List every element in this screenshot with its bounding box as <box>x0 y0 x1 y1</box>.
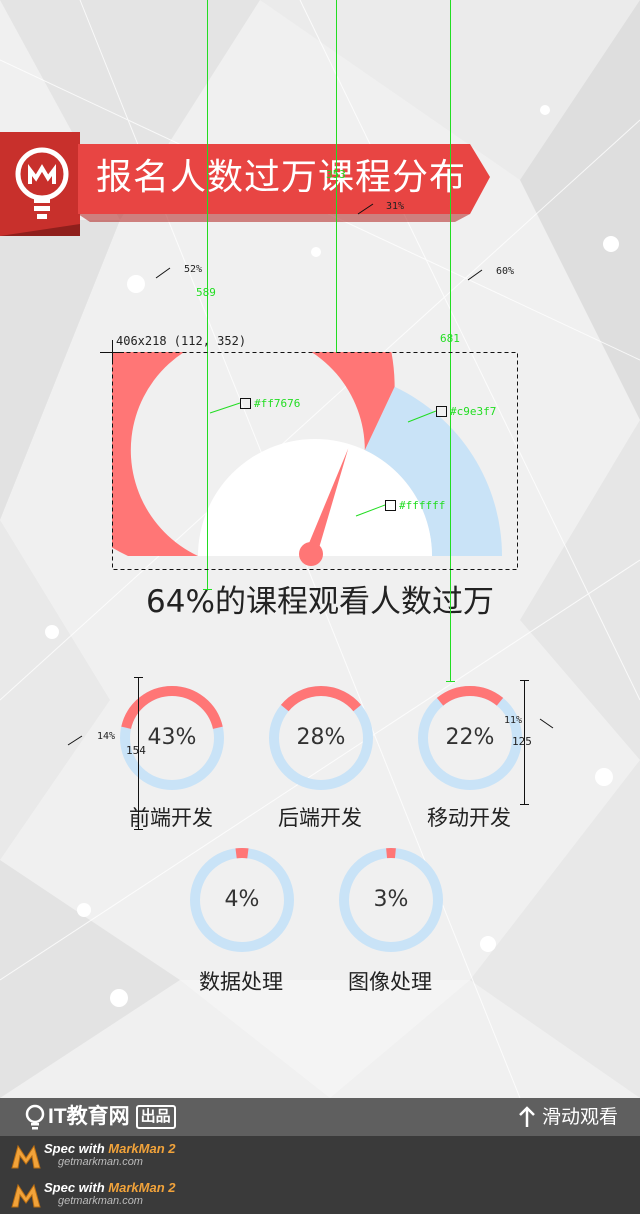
arrow-up-icon <box>519 1106 535 1127</box>
spec-percent: 14% <box>97 731 116 742</box>
spec-percent: 60% <box>496 266 515 277</box>
donut-arc <box>280 686 362 712</box>
footer-bar: IT教育网 出品 滑动观看 <box>0 1098 640 1136</box>
markman-title: Spec with MarkMan 2 <box>44 1180 176 1195</box>
gauge-pivot <box>299 542 323 566</box>
donut-label: 移动开发 <box>427 806 511 830</box>
donut-percent: 22% <box>445 725 495 750</box>
footer-badge: 出品 <box>135 1105 176 1129</box>
donut-label: 图像处理 <box>348 970 432 994</box>
scroll-hint[interactable]: 滑动观看 <box>541 1106 618 1128</box>
markman-logo-icon <box>11 1183 41 1208</box>
donut-percent: 28% <box>296 725 346 750</box>
markman-bar: Spec with MarkMan 2 getmarkman.com <box>0 1175 640 1214</box>
donut-backend: 28% <box>267 684 375 792</box>
markman-brand: MarkMan 2 <box>108 1180 176 1195</box>
gauge-caption: 64%的课程观看人数过万 <box>146 584 494 620</box>
markman-url[interactable]: getmarkman.com <box>58 1195 143 1207</box>
footer-logo-text: IT教育网 <box>48 1105 130 1128</box>
donut-label: 前端开发 <box>129 806 213 830</box>
lightbulb-icon <box>15 147 69 219</box>
donut-label: 数据处理 <box>199 970 283 994</box>
markman-spec: Spec with <box>44 1141 109 1156</box>
donut-label: 后端开发 <box>278 806 362 830</box>
donut-arc <box>436 686 504 706</box>
donut-percent: 43% <box>147 725 197 750</box>
spec-measure: 353 <box>326 168 346 181</box>
donut-arc <box>121 686 223 730</box>
gauge-chart <box>112 352 502 566</box>
spec-measure: 154 <box>126 744 146 757</box>
markman-url[interactable]: getmarkman.com <box>58 1156 143 1168</box>
donut-image: 3% <box>337 846 445 954</box>
markman-title: Spec with MarkMan 2 <box>44 1141 176 1156</box>
spec-color: #ffffff <box>399 499 446 512</box>
markman-spec: Spec with <box>44 1180 109 1195</box>
spec-measure: 589 <box>196 286 216 299</box>
markman-brand: MarkMan 2 <box>108 1141 176 1156</box>
page-title: 报名人数过万课程分布 <box>96 157 467 198</box>
donut-data: 4% <box>188 846 296 954</box>
spec-percent: 31% <box>386 201 405 212</box>
donut-percent: 3% <box>373 887 409 912</box>
spec-box-label: 406x218 (112, 352) <box>116 334 247 348</box>
spec-measure: 125 <box>512 735 532 748</box>
spec-percent: 11% <box>504 715 523 726</box>
spec-color: #ff7676 <box>254 397 301 410</box>
spec-percent: 52% <box>184 264 203 275</box>
donut-mobile: 22% <box>416 684 524 792</box>
spec-measure: 681 <box>440 332 460 345</box>
footer-logo[interactable]: IT教育网 出品 <box>48 1098 176 1136</box>
markman-logo-icon <box>11 1144 41 1169</box>
spec-color: #c9e3f7 <box>450 405 497 418</box>
donut-percent: 4% <box>224 887 260 912</box>
lightbulb-icon <box>25 1104 45 1130</box>
markman-bar: Spec with MarkMan 2 getmarkman.com <box>0 1136 640 1175</box>
donut-frontend: 43% <box>118 684 226 792</box>
